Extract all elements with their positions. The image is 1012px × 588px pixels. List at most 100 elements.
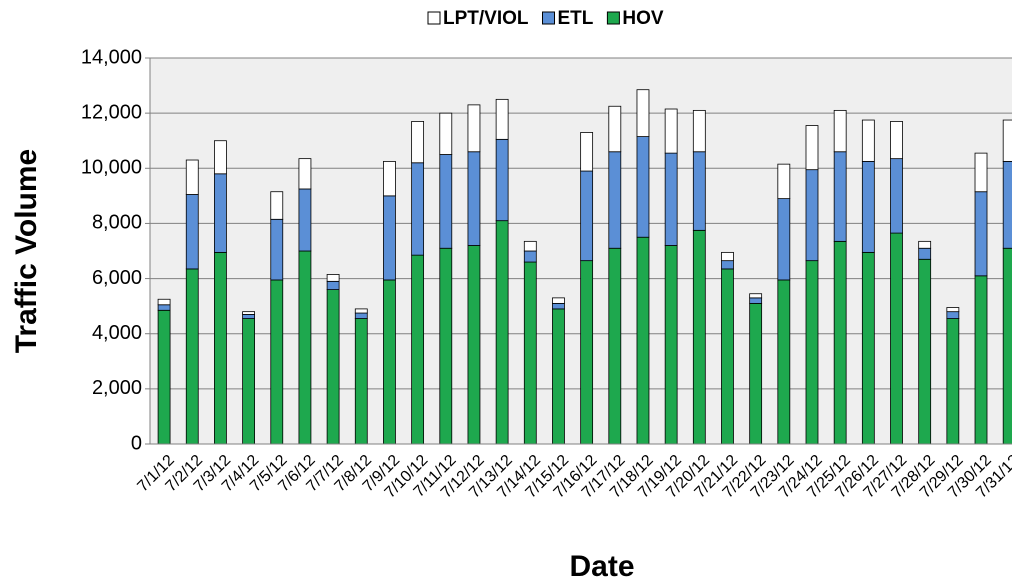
bar-segment — [749, 293, 763, 299]
bar-segment — [946, 318, 960, 445]
bar-segment — [523, 261, 537, 445]
bar-segment — [918, 247, 932, 260]
bar-segment — [185, 159, 199, 195]
bar-segment — [214, 140, 227, 175]
bar-segment — [777, 279, 791, 445]
y-tick-label: 8,000 — [92, 212, 142, 234]
x-axis-title: Date — [569, 550, 634, 583]
bar-segment — [974, 275, 988, 445]
bar-segment — [664, 245, 678, 445]
bar-segment — [383, 279, 396, 445]
bar-segment — [833, 151, 847, 242]
bar-segment — [946, 311, 960, 319]
bar-segment — [636, 89, 650, 137]
bar-segment — [890, 121, 903, 160]
legend-swatch — [427, 11, 441, 25]
bar-segment — [861, 160, 875, 253]
bar-segment — [974, 152, 988, 193]
bar-segment — [495, 220, 509, 445]
bar-segment — [721, 268, 734, 445]
bar-segment — [692, 109, 706, 153]
bar-segment — [805, 260, 819, 445]
bar-segment — [580, 132, 594, 172]
bar-segment — [298, 158, 312, 190]
bar-segment — [890, 232, 903, 445]
bar-segment — [608, 151, 622, 249]
bar-segment — [552, 297, 565, 304]
bar-segment — [439, 154, 453, 249]
bar-segment — [608, 247, 622, 445]
bar-segment — [608, 105, 622, 153]
bar-segment — [270, 218, 284, 281]
bar-segment — [833, 240, 847, 445]
bar-segment — [1002, 119, 1012, 162]
y-tick-label: 6,000 — [92, 267, 142, 289]
bar-segment — [467, 245, 481, 445]
bar-segment — [890, 158, 903, 234]
bar-segment — [214, 251, 227, 445]
bar-segment — [326, 280, 340, 291]
bar-segment — [411, 254, 425, 445]
bar-segment — [974, 191, 988, 277]
bar-segment — [495, 138, 509, 222]
bar-segment — [721, 260, 734, 270]
bar-segment — [157, 309, 171, 445]
bar-segment — [1002, 160, 1012, 249]
bar-segment — [214, 173, 227, 253]
legend-swatch — [542, 11, 555, 25]
bar-segment — [157, 298, 171, 306]
bar-segment — [326, 289, 340, 445]
bar-segment — [354, 318, 368, 445]
bar-segment — [636, 136, 650, 238]
bar-segment — [692, 229, 706, 445]
legend-label: LPT/VIOL — [443, 8, 529, 29]
bar-segment — [439, 112, 453, 155]
bar-segment — [298, 188, 312, 252]
bar-segment — [664, 108, 678, 154]
bar-segment — [354, 312, 368, 319]
y-tick-label: 10,000 — [81, 157, 142, 179]
bar-segment — [185, 194, 199, 270]
bar-segment — [242, 318, 255, 445]
y-axis-title: Traffic Volume — [10, 149, 43, 354]
bar-segment — [692, 151, 706, 231]
y-tick-label: 12,000 — [81, 101, 142, 123]
bar-segment — [185, 268, 199, 445]
bar-segment — [749, 297, 763, 304]
bar-segment — [411, 162, 425, 256]
bar-segment — [439, 247, 453, 445]
bar-segment — [636, 236, 650, 445]
bar-segment — [383, 160, 396, 197]
bar-segment — [354, 308, 368, 314]
bar-segment — [946, 307, 960, 313]
bar-segment — [242, 311, 255, 315]
bar-segment — [805, 169, 819, 262]
bar-segment — [467, 151, 481, 246]
bar-segment — [552, 302, 565, 310]
bar-segment — [1002, 247, 1012, 445]
legend-swatch — [606, 11, 620, 25]
bar-segment — [861, 251, 875, 445]
bar-segment — [749, 302, 763, 445]
bar-segment — [523, 240, 537, 252]
legend-label: ETL — [558, 8, 594, 29]
bar-segment — [270, 279, 284, 445]
bar-segment — [777, 163, 791, 200]
bar-segment — [298, 250, 312, 445]
bar-segment — [242, 314, 255, 319]
bar-segment — [467, 104, 481, 153]
bar-segment — [270, 191, 284, 220]
bar-segment — [805, 125, 819, 171]
bar-segment — [861, 119, 875, 162]
bar-segment — [918, 258, 932, 445]
bar-segment — [326, 274, 340, 282]
y-tick-label: 0 — [131, 432, 142, 454]
bar-segment — [157, 304, 171, 311]
bar-segment — [833, 109, 847, 153]
bar-segment — [721, 251, 734, 262]
bar-segment — [523, 250, 537, 263]
bar-segment — [552, 308, 565, 445]
bar-segment — [495, 98, 509, 140]
bar-segment — [777, 198, 791, 281]
